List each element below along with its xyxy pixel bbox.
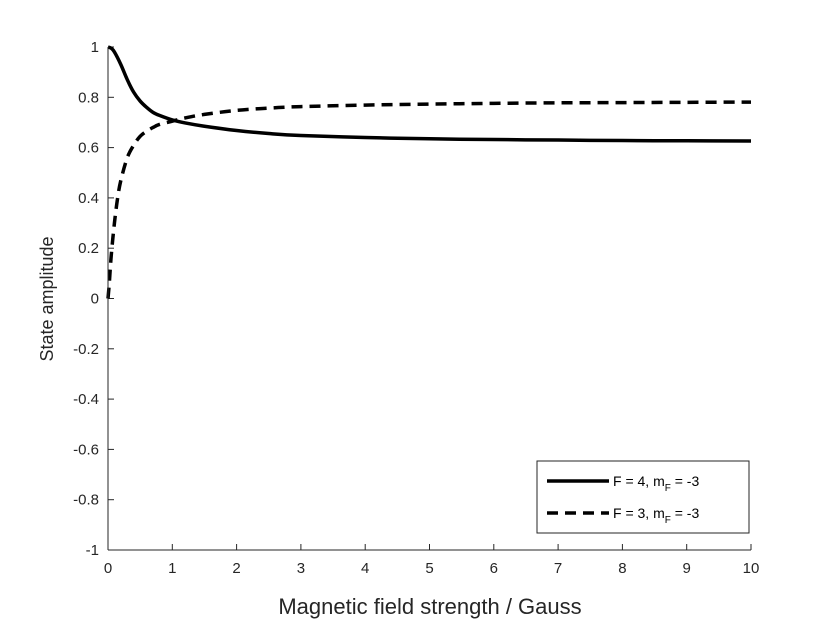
y-tick-label: -0.2 xyxy=(73,341,99,358)
x-tick-label: 1 xyxy=(168,560,176,577)
y-tick-label: 0.2 xyxy=(78,240,99,257)
y-tick-label: 0.8 xyxy=(78,89,99,106)
x-axis-title: Magnetic field strength / Gauss xyxy=(278,594,581,619)
x-tick-label: 3 xyxy=(297,560,305,577)
y-tick-label: 0.4 xyxy=(78,190,99,207)
x-tick-label: 0 xyxy=(104,560,112,577)
x-tick-label: 10 xyxy=(743,560,760,577)
legend-label-subscript: F xyxy=(665,483,671,494)
y-axis-ticks: 1 0.8 0.6 0.4 0.2 0 -0.2 -0.4 -0.6 -0.8 -1 xyxy=(73,39,114,559)
x-tick-label: 5 xyxy=(425,560,433,577)
y-tick-label: -1 xyxy=(86,542,99,559)
y-axis-title: State amplitude xyxy=(37,236,57,361)
legend-label-series-1: F = 4, mF = -3 xyxy=(613,473,699,494)
x-tick-label: 7 xyxy=(554,560,562,577)
y-tick-label: 1 xyxy=(91,39,99,56)
legend-label-tail: = -3 xyxy=(671,473,700,489)
x-tick-label: 4 xyxy=(361,560,369,577)
y-tick-label: -0.6 xyxy=(73,441,99,458)
legend-label-series-2: F = 3, mF = -3 xyxy=(613,505,699,526)
series-line-2 xyxy=(106,100,752,299)
legend-label-main: F = 4, m xyxy=(613,473,665,489)
legend-box xyxy=(536,460,750,534)
series-line-1 xyxy=(107,45,752,143)
legend: F = 4, mF = -3 F = 3, mF = -3 xyxy=(536,460,750,534)
legend-label-main: F = 3, m xyxy=(613,505,665,521)
x-tick-label: 8 xyxy=(618,560,626,577)
legend-label-subscript: F xyxy=(665,515,671,526)
x-tick-label: 6 xyxy=(490,560,498,577)
x-tick-label: 9 xyxy=(683,560,691,577)
y-tick-label: -0.8 xyxy=(73,492,99,509)
legend-label-tail: = -3 xyxy=(671,505,700,521)
x-tick-label: 2 xyxy=(232,560,240,577)
y-tick-label: -0.4 xyxy=(73,391,99,408)
x-axis-ticks: 0 1 2 3 4 5 6 7 8 9 10 xyxy=(104,544,760,577)
series-layer xyxy=(106,45,752,299)
y-tick-label: 0.6 xyxy=(78,140,99,157)
y-tick-label: 0 xyxy=(91,291,99,308)
